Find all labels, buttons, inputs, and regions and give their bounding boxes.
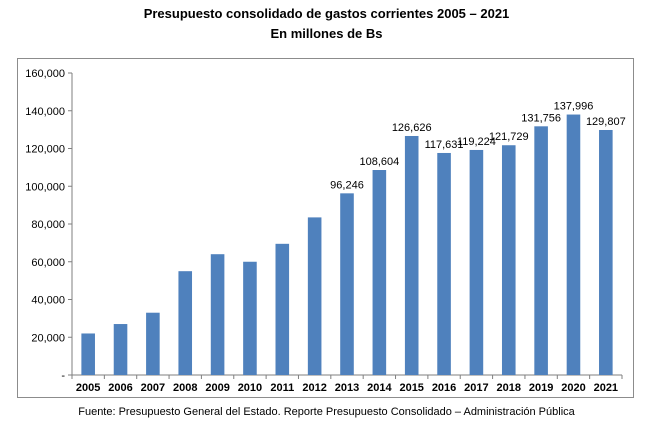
bar	[437, 152, 451, 375]
x-tick-label: 2012	[302, 382, 326, 394]
bar	[81, 333, 95, 375]
bar	[243, 261, 257, 375]
data-labels: 96,246 108,604 126,626 117,631119,224121,72…	[330, 101, 626, 192]
bar	[404, 135, 419, 375]
data-label: 96,246	[330, 179, 364, 191]
y-tick-label: 100,000	[25, 181, 65, 193]
x-tick-label: 2007	[141, 382, 165, 394]
x-tick-label: 2009	[205, 382, 229, 394]
y-tick-label: 140,000	[25, 106, 65, 118]
y-tick-label: 20,000	[31, 332, 65, 344]
data-label: 117,631	[425, 139, 464, 151]
chart-frame	[17, 58, 634, 398]
data-label: 137,996	[554, 101, 594, 113]
y-tick-label: 120,000	[25, 144, 65, 156]
data-label: 131,756	[521, 112, 561, 124]
y-tick-label: -	[61, 370, 65, 382]
bar	[534, 126, 548, 375]
bar	[113, 324, 128, 375]
bar	[178, 271, 193, 375]
data-label: 121,729	[489, 131, 529, 143]
y-tick-label: 160,000	[25, 68, 65, 80]
data-label: 108,604	[359, 156, 399, 168]
x-tick-label: 2020	[561, 382, 585, 394]
x-tick-label: 2008	[173, 382, 197, 394]
y-tick-label: 60,000	[31, 257, 65, 269]
x-axis: 2005 2006 2007 2008 2009 2010 2011 2012 2013 2014…	[71, 374, 623, 394]
bar	[501, 145, 516, 375]
y-tick-label: 80,000	[31, 219, 65, 231]
y-tick-label: 40,000	[31, 295, 65, 307]
data-label: 129,807	[586, 116, 626, 128]
x-tick-label: 2018	[497, 382, 521, 394]
x-tick-label: 2016	[432, 382, 456, 394]
x-tick-label: 2005	[76, 382, 100, 394]
x-tick-label: 2015	[399, 382, 423, 394]
data-label: 126,626	[392, 122, 432, 134]
y-axis: - 20,000 40,000 60,000 80,000 100,000 120,000 1…	[25, 68, 73, 382]
bar	[307, 217, 322, 375]
data-label: 119,224	[457, 136, 496, 148]
bar	[566, 114, 581, 376]
bar	[210, 254, 225, 375]
bar	[469, 149, 484, 375]
bar	[146, 312, 160, 375]
x-tick-label: 2014	[367, 382, 392, 394]
chart-title: Presupuesto consolidado de gastos corrie…	[143, 6, 510, 21]
x-tick-label: 2010	[238, 382, 262, 394]
x-tick-label: 2017	[464, 382, 488, 394]
x-tick-label: 2021	[594, 382, 618, 394]
bars	[81, 114, 613, 376]
x-tick-label: 2019	[529, 382, 553, 394]
bar	[372, 170, 387, 375]
x-tick-label: 2011	[270, 382, 294, 394]
chart-subtitle: En millones de Bs	[270, 26, 383, 41]
x-tick-label: 2006	[108, 382, 132, 394]
bar	[599, 129, 613, 375]
bar	[275, 243, 290, 375]
chart-source-note: Fuente: Presupuesto General del Estado. …	[78, 406, 575, 418]
bar	[340, 193, 354, 375]
x-tick-label: 2013	[335, 382, 359, 394]
